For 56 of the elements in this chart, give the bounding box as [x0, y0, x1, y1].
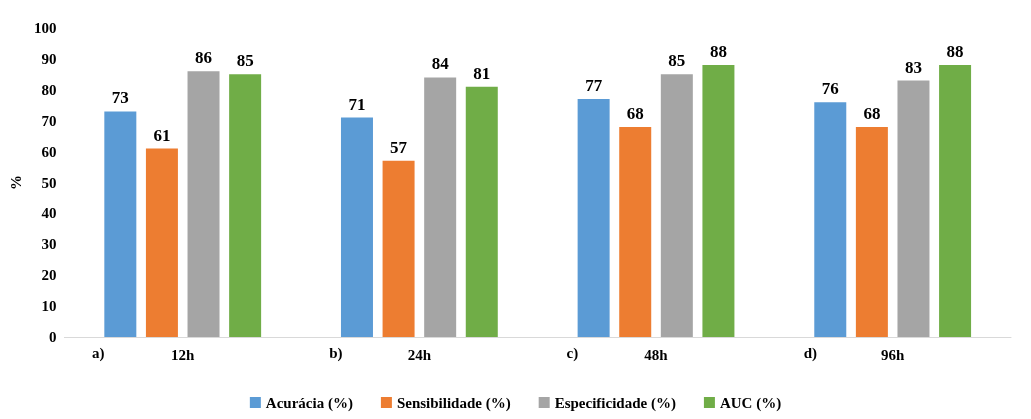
y-tick-label: 30	[41, 236, 57, 253]
bar	[465, 86, 498, 337]
bar	[424, 77, 457, 337]
y-tick-label: 50	[41, 174, 57, 191]
y-tick-label: 90	[41, 50, 57, 67]
data-label: 73	[111, 88, 129, 108]
bar	[897, 80, 930, 337]
y-tick-label: 20	[41, 267, 57, 284]
bar	[104, 111, 137, 337]
y-tick-label: 80	[41, 81, 57, 98]
data-label: 86	[195, 48, 213, 68]
data-label: 81	[473, 63, 491, 83]
x-tick-label: 48h	[644, 346, 669, 363]
y-tick-label: 70	[41, 112, 57, 129]
legend-label: Sensibilidade (%)	[396, 394, 511, 412]
data-label: 57	[390, 137, 408, 157]
x-tick-label: 12h	[171, 346, 196, 363]
text: a)	[92, 344, 105, 362]
text: c)	[566, 344, 579, 362]
bar	[340, 117, 373, 337]
data-label: 71	[348, 94, 366, 114]
x-tick-label: 96h	[881, 346, 905, 363]
bar	[939, 65, 972, 337]
bar	[702, 65, 735, 337]
bar	[577, 99, 610, 337]
bar	[814, 102, 847, 337]
data-label: 76	[821, 79, 839, 99]
bar	[145, 148, 178, 337]
y-tick-label: 60	[41, 143, 57, 160]
y-tick-label: 10	[41, 298, 57, 315]
bar	[619, 126, 652, 337]
data-label: 84	[431, 54, 450, 74]
data-label: 85	[668, 51, 686, 71]
bar	[855, 126, 888, 337]
bar	[229, 74, 262, 337]
text: d)	[803, 344, 818, 362]
data-label: 83	[904, 57, 922, 77]
text: b)	[329, 344, 343, 362]
data-label: 88	[946, 42, 964, 62]
y-tick-label: 0	[48, 329, 57, 345]
data-label: 77	[585, 76, 603, 96]
data-label: 88	[709, 42, 727, 62]
bar	[660, 74, 693, 337]
data-label: 85	[236, 51, 254, 71]
bar	[187, 71, 220, 337]
data-label: 61	[153, 125, 171, 145]
legend-label: Especificidade (%)	[554, 394, 676, 412]
data-label: 68	[863, 103, 881, 123]
y-tick-label: 100	[33, 20, 57, 36]
y-axis-title: %	[7, 175, 24, 190]
legend-label: Acurácia (%)	[265, 394, 353, 412]
legend-label: AUC (%)	[719, 394, 782, 412]
data-label: 68	[626, 103, 644, 123]
y-tick-label: 40	[41, 205, 57, 222]
x-tick-label: 24h	[407, 346, 432, 363]
bar	[382, 160, 415, 337]
